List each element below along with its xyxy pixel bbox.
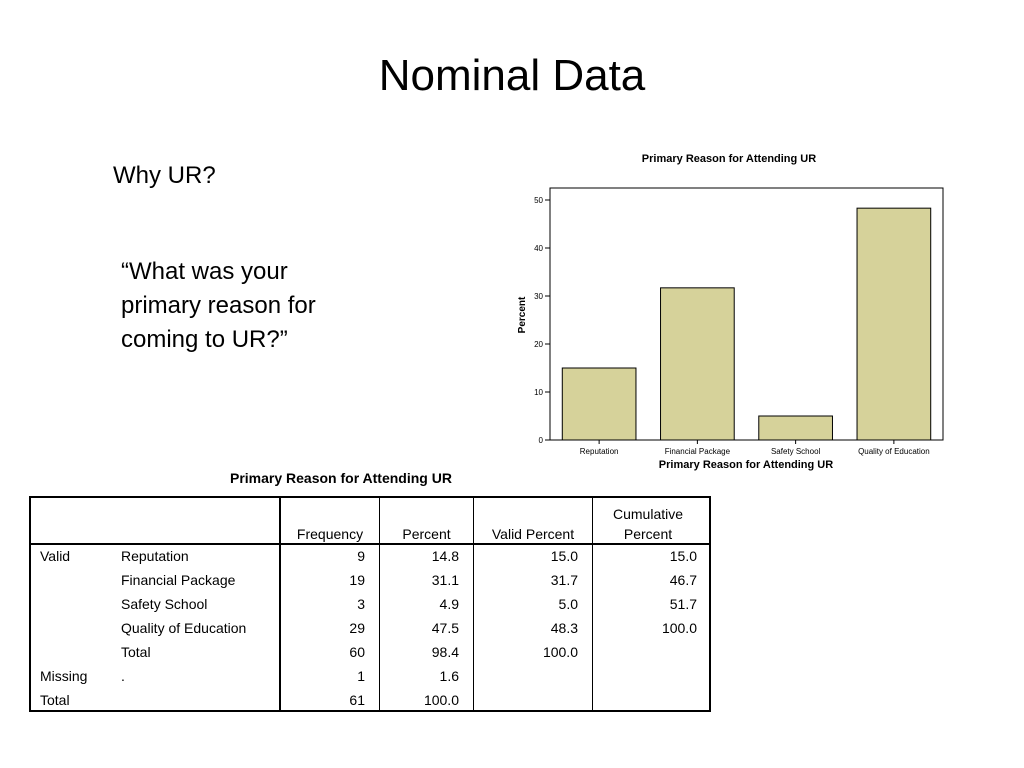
frequency-value: 61 <box>349 692 365 708</box>
x-axis-label: Primary Reason for Attending UR <box>659 459 833 471</box>
header-frequency: Frequency <box>296 526 364 542</box>
table-caption: Primary Reason for Attending UR <box>230 470 452 486</box>
x-tick-label: Reputation <box>580 447 619 456</box>
valid-percent-value: 100.0 <box>542 644 578 660</box>
cumulative-percent-value: 100.0 <box>661 620 697 636</box>
percent-value: 47.5 <box>431 620 459 636</box>
cumulative-percent-value: 15.0 <box>669 548 697 564</box>
bar <box>660 287 735 441</box>
row-group-label: Valid <box>40 548 71 564</box>
x-tick-label: Quality of Education <box>858 447 930 456</box>
y-tick-label: 40 <box>534 244 543 253</box>
percent-value: 4.9 <box>439 596 459 612</box>
y-axis-label: Percent <box>517 296 528 333</box>
table-divider <box>592 498 593 710</box>
x-tick-label: Safety School <box>771 447 821 456</box>
frequency-value: 3 <box>357 596 365 612</box>
frequency-value: 29 <box>349 620 365 636</box>
row-label: Total <box>121 644 151 660</box>
header-cumulative-percent: Cumulative <box>612 506 684 522</box>
valid-percent-value: 31.7 <box>550 572 578 588</box>
percent-value: 31.1 <box>431 572 459 588</box>
y-tick-label: 0 <box>539 436 544 445</box>
bar <box>856 207 932 441</box>
bar <box>561 367 637 441</box>
percent-value: 100.0 <box>423 692 459 708</box>
survey-question-line: “What was your <box>121 258 288 285</box>
percent-value: 1.6 <box>439 668 459 684</box>
table-divider <box>473 498 474 710</box>
x-axis: Reputation Financial Package Safety School… <box>580 440 930 456</box>
row-group-label: Missing <box>40 668 88 684</box>
row-label: Quality of Education <box>121 620 247 636</box>
header-cumulative-percent: Percent <box>623 526 673 542</box>
frequency-value: 1 <box>357 668 365 684</box>
chart-title: Primary Reason for Attending UR <box>642 153 816 165</box>
frequency-table: Frequency Percent Valid Percent Cumulati… <box>29 496 711 712</box>
header-percent: Percent <box>402 526 451 542</box>
row-group-label: Total <box>40 692 70 708</box>
bar-series <box>561 207 932 441</box>
bar-chart: Primary Reason for Attending UR 0 10 20 30 4… <box>517 153 944 471</box>
survey-question-line: coming to UR?” <box>121 326 288 353</box>
y-tick-label: 30 <box>534 292 543 301</box>
frequency-value: 19 <box>349 572 365 588</box>
y-axis: 0 10 20 30 40 50 <box>534 196 550 445</box>
table-divider <box>279 498 281 710</box>
valid-percent-value: 5.0 <box>558 596 578 612</box>
y-tick-label: 50 <box>534 196 543 205</box>
cumulative-percent-value: 46.7 <box>669 572 697 588</box>
valid-percent-value: 15.0 <box>550 548 578 564</box>
frequency-value: 60 <box>349 644 365 660</box>
percent-value: 98.4 <box>431 644 459 660</box>
row-label: Financial Package <box>121 572 236 588</box>
row-label: . <box>121 668 125 684</box>
percent-value: 14.8 <box>431 548 459 564</box>
survey-question-line: primary reason for <box>121 292 316 319</box>
row-label: Reputation <box>121 548 189 564</box>
y-tick-label: 20 <box>534 340 543 349</box>
frequency-value: 9 <box>357 548 365 564</box>
question-heading: Why UR? <box>113 162 216 189</box>
y-tick-label: 10 <box>534 388 543 397</box>
bar <box>758 415 833 441</box>
cumulative-percent-value: 51.7 <box>669 596 697 612</box>
row-label: Safety School <box>121 596 208 612</box>
header-valid-percent: Valid Percent <box>491 526 575 542</box>
valid-percent-value: 48.3 <box>550 620 578 636</box>
slide-title: Nominal Data <box>378 51 646 100</box>
x-tick-label: Financial Package <box>665 447 731 456</box>
table-divider <box>379 498 380 710</box>
header-divider <box>31 543 709 545</box>
